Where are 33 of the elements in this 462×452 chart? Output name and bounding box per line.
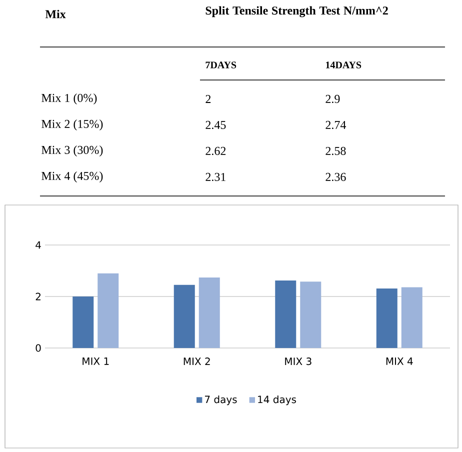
- text: 2.9: [326, 94, 340, 104]
- y-tick-label: 4: [36, 241, 41, 249]
- text: 14DAYS: [326, 62, 362, 68]
- bar: [174, 284, 195, 348]
- y-tick-label: 2: [36, 292, 40, 300]
- x-tick-label: MIX 4: [386, 358, 413, 365]
- text: 2.45: [206, 120, 226, 130]
- bar: [300, 282, 322, 348]
- text: 7DAYS: [206, 62, 236, 68]
- text: 2.58: [326, 146, 346, 156]
- bar: [376, 288, 398, 348]
- bar: [98, 273, 119, 348]
- x-tick-label: MIX 1: [82, 358, 109, 365]
- legend-label: 14 days: [258, 395, 296, 406]
- y-tick-label: 0: [36, 344, 41, 352]
- text: 2.62: [206, 146, 226, 156]
- text: Mix 2 (15%): [42, 120, 103, 130]
- bar: [72, 296, 94, 348]
- bar: [198, 277, 220, 348]
- text: 2.74: [326, 120, 346, 130]
- text: 2.31: [206, 172, 226, 182]
- text: 2.36: [326, 172, 346, 182]
- text: Mix 3 (30%): [42, 146, 103, 156]
- text: Mix 1 (0%): [42, 94, 97, 104]
- x-tick-label: MIX 3: [285, 358, 312, 366]
- text: Mix: [45, 10, 66, 18]
- text: Split Tensile Strength Test N/mm^2: [206, 6, 388, 18]
- text: 2: [206, 95, 211, 103]
- bar: [275, 280, 296, 348]
- text: Mix 4 (45%): [42, 172, 103, 182]
- bar: [401, 287, 422, 348]
- x-tick-label: MIX 2: [184, 358, 210, 365]
- legend-label: 7 days: [204, 395, 237, 406]
